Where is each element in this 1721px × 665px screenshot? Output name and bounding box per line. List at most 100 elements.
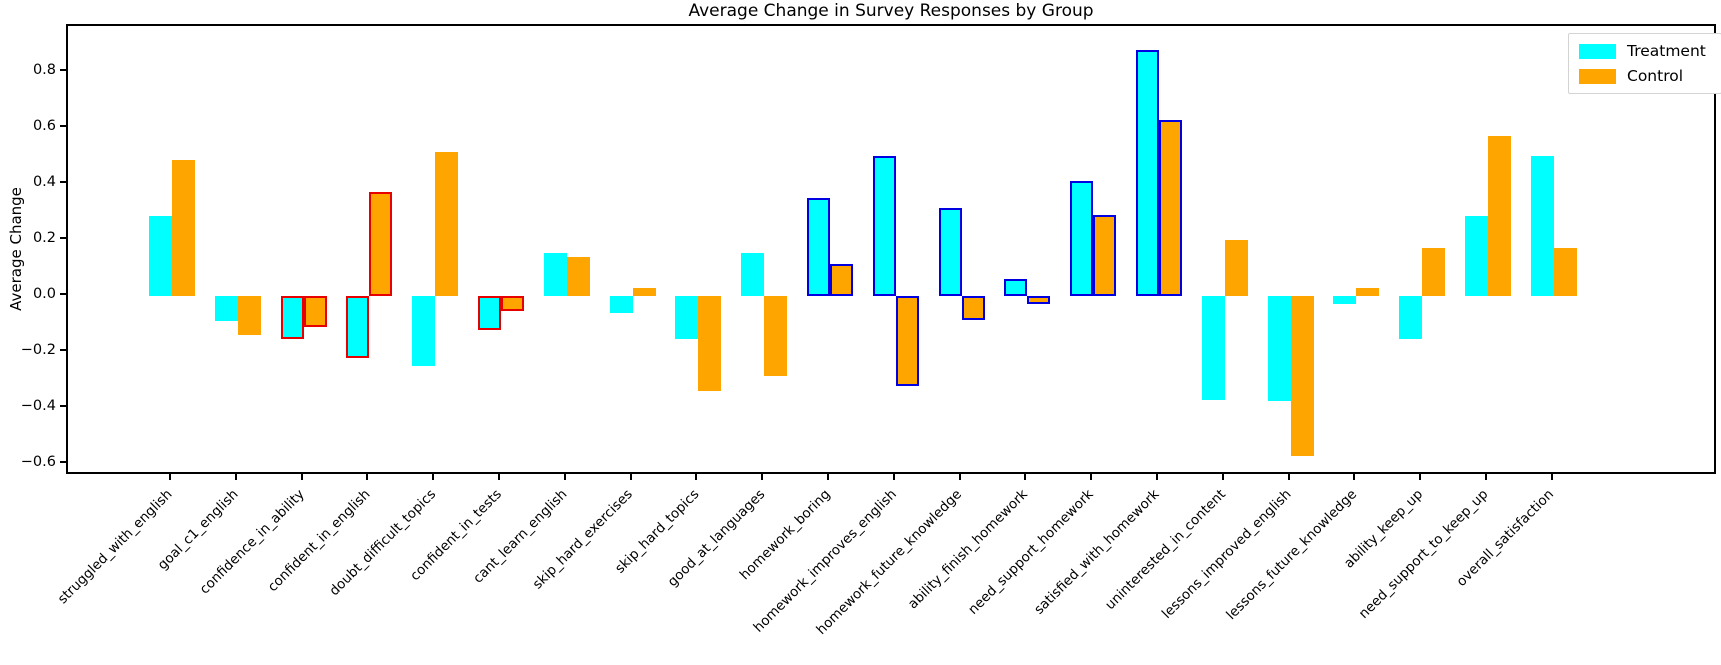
bar-control-ability_finish_homework bbox=[1027, 296, 1051, 305]
bar-control-satisfied_with_homework bbox=[1159, 119, 1182, 296]
x-tick-mark bbox=[1156, 474, 1158, 480]
y-tick-label: 0.0 bbox=[32, 286, 56, 302]
x-tick-label: satisfied_with_homework bbox=[1031, 486, 1163, 618]
x-tick-mark bbox=[432, 474, 435, 480]
y-tick-mark bbox=[60, 237, 67, 239]
y-tick-mark bbox=[60, 461, 67, 463]
chart-title: Average Change in Survey Responses by Gr… bbox=[688, 1, 1094, 21]
legend: Treatment Control bbox=[1568, 33, 1721, 94]
bar-treatment-homework_boring bbox=[807, 198, 830, 296]
legend-item-control: Control bbox=[1579, 68, 1709, 84]
y-tick-label: 0.4 bbox=[32, 174, 56, 190]
bar-treatment-skip_hard_exercises bbox=[609, 296, 633, 313]
bar-control-homework_boring bbox=[830, 263, 853, 296]
bar-treatment-confidence_in_ability bbox=[280, 296, 304, 340]
bar-treatment-struggled_with_english bbox=[149, 216, 172, 296]
x-tick-label: uninterested_in_content bbox=[1101, 486, 1229, 614]
x-tick-label: lessons_future_knowledge bbox=[1223, 486, 1361, 624]
x-tick-mark bbox=[892, 474, 895, 480]
x-tick-label: doubt_difficult_topics bbox=[326, 486, 439, 600]
bar-treatment-lessons_future_knowledge bbox=[1333, 296, 1357, 305]
bar-treatment-confident_in_tests bbox=[478, 296, 501, 330]
bar-control-skip_hard_topics bbox=[698, 296, 722, 392]
bar-control-goal_c1_english bbox=[237, 296, 261, 336]
bar-control-confidence_in_ability bbox=[303, 296, 327, 327]
y-tick-mark bbox=[60, 125, 67, 127]
x-tick-label: lessons_improved_english bbox=[1158, 486, 1295, 622]
legend-item-treatment: Treatment bbox=[1579, 43, 1709, 59]
x-tick-mark bbox=[1485, 474, 1487, 480]
x-tick-mark bbox=[629, 474, 632, 480]
x-tick-label: ability_finish_homework bbox=[905, 486, 1032, 613]
y-tick-label: 0.6 bbox=[32, 118, 56, 134]
x-tick-mark bbox=[1221, 474, 1224, 480]
y-tick-mark bbox=[60, 293, 67, 295]
plot-area bbox=[66, 24, 1716, 474]
bar-treatment-uninterested_in_content bbox=[1201, 296, 1225, 400]
y-tick-mark bbox=[60, 181, 67, 183]
bar-control-homework_future_knowledge bbox=[961, 296, 985, 320]
bar-control-homework_improves_english bbox=[895, 296, 919, 386]
x-tick-mark bbox=[1287, 474, 1290, 480]
bar-treatment-skip_hard_topics bbox=[675, 296, 699, 340]
x-tick-mark bbox=[300, 474, 303, 480]
x-tick-mark bbox=[1419, 474, 1422, 480]
x-tick-label: struggled_with_english bbox=[54, 486, 176, 608]
bar-treatment-good_at_languages bbox=[741, 252, 765, 296]
bar-treatment-cant_learn_english bbox=[543, 252, 567, 296]
bar-treatment-doubt_difficult_topics bbox=[412, 296, 436, 366]
x-tick-mark bbox=[1353, 474, 1356, 480]
bar-control-lessons_improved_english bbox=[1290, 296, 1314, 456]
bar-treatment-need_support_to_keep_up bbox=[1465, 216, 1488, 296]
legend-swatch-treatment-icon bbox=[1579, 43, 1616, 59]
x-tick-mark bbox=[827, 474, 829, 480]
bar-control-confident_in_tests bbox=[501, 296, 524, 312]
x-tick-label: need_support_homework bbox=[965, 486, 1097, 618]
bar-control-doubt_difficult_topics bbox=[435, 151, 459, 296]
bar-treatment-satisfied_with_homework bbox=[1136, 49, 1159, 296]
bar-treatment-homework_improves_english bbox=[872, 156, 896, 296]
x-tick-mark bbox=[695, 474, 698, 480]
bar-treatment-homework_future_knowledge bbox=[938, 207, 962, 296]
bar-control-need_support_to_keep_up bbox=[1488, 136, 1511, 296]
bar-treatment-lessons_improved_english bbox=[1267, 296, 1291, 401]
bar-control-overall_satisfaction bbox=[1553, 248, 1577, 296]
bar-control-confident_in_english bbox=[369, 192, 393, 296]
x-tick-mark bbox=[366, 474, 369, 480]
y-tick-mark bbox=[60, 405, 67, 407]
x-tick-mark bbox=[1090, 474, 1093, 480]
x-tick-mark bbox=[1550, 474, 1553, 480]
legend-label-control: Control bbox=[1627, 67, 1684, 85]
bar-treatment-goal_c1_english bbox=[214, 296, 238, 322]
y-tick-label: −0.6 bbox=[20, 454, 56, 470]
bar-control-struggled_with_english bbox=[172, 160, 195, 296]
x-tick-mark bbox=[169, 474, 171, 480]
bar-control-good_at_languages bbox=[764, 296, 788, 376]
legend-label-treatment: Treatment bbox=[1627, 42, 1706, 60]
bar-control-uninterested_in_content bbox=[1224, 240, 1248, 296]
bar-treatment-need_support_homework bbox=[1070, 181, 1094, 296]
bar-treatment-confident_in_english bbox=[346, 296, 370, 358]
x-tick-mark bbox=[234, 474, 237, 480]
y-tick-label: −0.2 bbox=[20, 342, 56, 358]
bar-treatment-ability_finish_homework bbox=[1004, 279, 1028, 296]
y-tick-label: −0.4 bbox=[20, 398, 56, 414]
bar-treatment-ability_keep_up bbox=[1399, 296, 1423, 340]
x-tick-mark bbox=[761, 474, 764, 480]
y-tick-label: 0.8 bbox=[32, 62, 56, 78]
legend-swatch-control-icon bbox=[1579, 68, 1616, 84]
bar-treatment-overall_satisfaction bbox=[1530, 156, 1554, 296]
x-tick-label: need_support_to_keep_up bbox=[1356, 486, 1492, 622]
x-tick-mark bbox=[563, 474, 566, 480]
bar-control-ability_keep_up bbox=[1422, 248, 1446, 296]
y-tick-mark bbox=[60, 349, 67, 351]
x-tick-mark bbox=[498, 474, 500, 480]
y-tick-mark bbox=[60, 69, 67, 71]
bar-control-lessons_future_knowledge bbox=[1356, 287, 1380, 296]
x-tick-mark bbox=[1024, 474, 1027, 480]
bar-control-need_support_homework bbox=[1093, 214, 1117, 296]
y-tick-label: 0.2 bbox=[32, 230, 56, 246]
bar-control-cant_learn_english bbox=[566, 256, 590, 296]
x-tick-mark bbox=[958, 474, 961, 480]
